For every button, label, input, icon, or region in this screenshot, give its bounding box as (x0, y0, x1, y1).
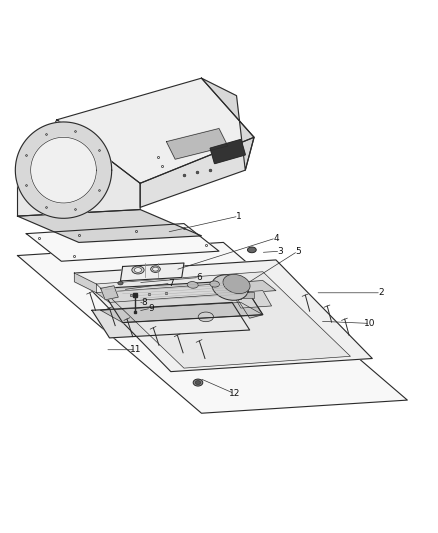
Polygon shape (92, 302, 250, 338)
Polygon shape (101, 302, 263, 322)
Text: 1: 1 (236, 212, 242, 221)
Text: 2: 2 (378, 288, 384, 297)
Polygon shape (57, 78, 254, 183)
Polygon shape (74, 260, 372, 372)
Ellipse shape (132, 266, 144, 274)
Text: 5: 5 (295, 247, 301, 256)
Polygon shape (18, 120, 140, 216)
Polygon shape (15, 122, 112, 219)
Polygon shape (140, 138, 254, 207)
Text: 11: 11 (130, 345, 141, 354)
Text: 12: 12 (229, 389, 240, 398)
Polygon shape (18, 209, 201, 243)
Text: 3: 3 (277, 247, 283, 256)
Ellipse shape (151, 266, 160, 272)
Polygon shape (101, 280, 263, 322)
Polygon shape (96, 272, 350, 368)
Bar (230, 293, 241, 300)
Polygon shape (26, 223, 219, 261)
Text: 10: 10 (364, 319, 376, 328)
Ellipse shape (212, 274, 248, 300)
Ellipse shape (134, 268, 141, 272)
Polygon shape (166, 128, 228, 159)
Polygon shape (18, 243, 407, 413)
Text: 7: 7 (168, 279, 174, 288)
Ellipse shape (152, 267, 159, 271)
Polygon shape (228, 280, 263, 318)
Text: 6: 6 (196, 273, 202, 282)
Polygon shape (201, 78, 254, 170)
Polygon shape (31, 138, 96, 203)
Ellipse shape (247, 247, 256, 253)
Polygon shape (74, 273, 96, 293)
Polygon shape (120, 263, 184, 281)
Ellipse shape (187, 281, 198, 288)
Ellipse shape (210, 281, 219, 287)
Polygon shape (101, 286, 118, 300)
Ellipse shape (193, 379, 203, 386)
Text: 8: 8 (141, 298, 148, 307)
Ellipse shape (223, 274, 250, 294)
Polygon shape (96, 280, 276, 302)
Polygon shape (232, 290, 272, 308)
Text: 9: 9 (148, 304, 154, 313)
Polygon shape (210, 140, 245, 164)
Ellipse shape (118, 281, 123, 285)
Bar (243, 292, 254, 298)
Ellipse shape (195, 381, 201, 384)
Ellipse shape (198, 312, 213, 322)
Text: 4: 4 (273, 233, 279, 243)
